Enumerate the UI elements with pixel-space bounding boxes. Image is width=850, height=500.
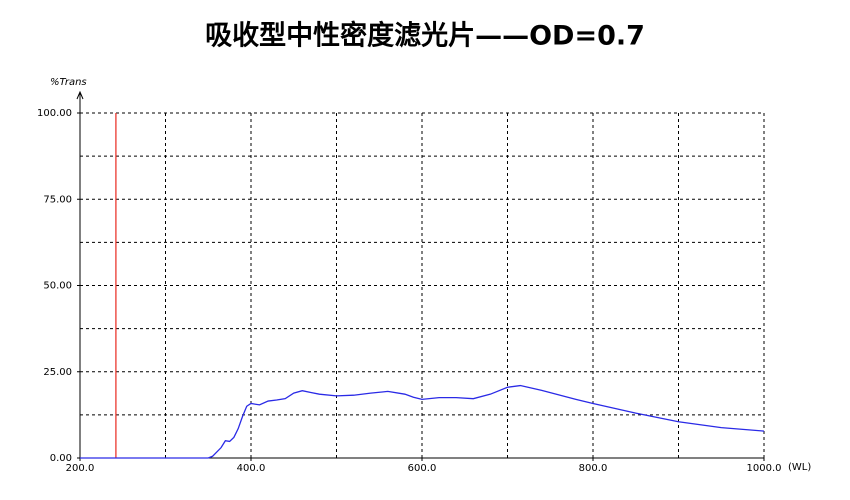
y-axis-arrow — [76, 90, 84, 100]
y-tick-label: 25.00 — [43, 367, 72, 378]
y-tick-label: 0.00 — [50, 453, 72, 464]
x-tick-label: 1000.0 — [747, 463, 782, 474]
y-tick-label: 50.00 — [43, 281, 72, 292]
spectrum-line — [80, 384, 765, 459]
chart-title: 吸收型中性密度滤光片——OD=0.7 — [205, 20, 645, 52]
y-tick-label: 100.00 — [37, 108, 72, 119]
x-axis-label: (WL) — [788, 462, 811, 473]
y-axis-label: %Trans — [50, 77, 87, 88]
x-tick-label: 400.0 — [237, 463, 266, 474]
y-tick-label: 75.00 — [43, 194, 72, 205]
x-tick-label: 200.0 — [66, 463, 95, 474]
x-tick-label: 600.0 — [408, 463, 437, 474]
x-tick-label: 800.0 — [579, 463, 608, 474]
